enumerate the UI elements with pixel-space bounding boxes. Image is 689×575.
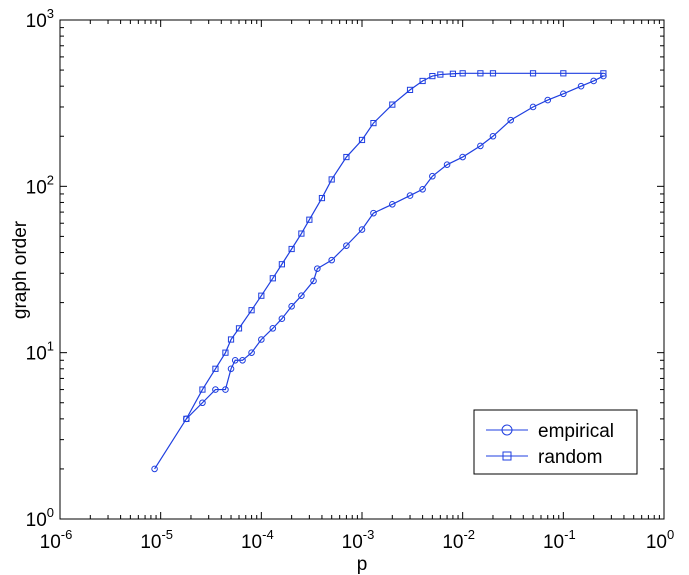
data-point-random [370,119,377,127]
data-point-random [306,216,313,223]
data-point-random [222,349,229,356]
data-point-empirical [310,277,317,285]
data-point-random [328,176,335,183]
data-point-empirical [212,386,219,393]
y-tick-label: 100 [26,505,54,531]
legend-box [473,409,638,475]
data-point-empirical [222,386,229,393]
data-point-empirical [560,90,567,98]
data-point-random [278,261,285,268]
data-point-random [358,136,366,144]
data-point-random [298,230,305,237]
data-point-empirical [429,172,436,180]
x-tick-label: 10-2 [442,527,475,553]
legend-marker-empirical [501,424,513,436]
data-point-empirical [278,315,286,323]
data-point-empirical [314,265,321,272]
axis-ticks [59,19,665,520]
data-point-empirical [298,292,305,300]
x-tick-label: 10-1 [543,527,576,553]
data-point-random [560,70,567,77]
data-point-empirical [248,349,255,356]
data-point-empirical [258,336,265,343]
data-point-random [406,86,414,93]
data-point-random [459,70,466,77]
data-point-random [343,153,350,161]
x-tick-label: 10-5 [140,527,173,553]
data-point-random [212,365,219,372]
data-point-empirical [370,209,377,217]
data-point-empirical [343,242,350,249]
data-point-random [389,101,396,108]
data-point-empirical [151,465,158,473]
data-point-empirical [231,356,239,364]
data-point-random [227,336,235,343]
y-tick-label: 101 [26,339,54,365]
x-tick-label: 10-6 [40,527,73,553]
data-point-empirical [529,103,537,111]
data-point-empirical [239,356,246,364]
data-point-empirical [406,192,414,199]
legend: empirical random [473,409,638,475]
y-tick-label: 103 [26,6,54,32]
data-point-random [269,275,276,282]
y-tick-labels: 100 101 102 103 [26,6,54,531]
data-point-random [600,70,607,77]
data-point-empirical [199,399,206,407]
data-point-empirical [328,256,335,264]
data-point-random [199,386,206,393]
data-point-random [288,245,295,253]
data-point-empirical [288,303,295,310]
x-tick-label: 10-4 [241,527,274,553]
data-point-empirical [577,82,585,90]
y-tick-label: 102 [26,172,54,198]
data-point-random [248,307,255,314]
data-point-random [183,415,190,422]
data-point-random [437,71,444,78]
data-point-random [489,70,497,77]
data-point-empirical [227,365,235,373]
data-point-empirical [269,325,277,332]
x-axis-label: p [357,554,368,575]
legend-label-empirical: empirical [538,421,614,442]
data-point-empirical [489,132,497,140]
data-point-empirical [443,161,451,168]
data-point-empirical [544,96,552,104]
data-point-random [477,70,484,77]
data-point-random [318,194,326,202]
data-point-empirical [477,142,484,150]
data-point-random [529,70,537,77]
series-layer [151,70,607,473]
legend-label-random: random [538,447,602,468]
x-tick-label: 100 [646,527,674,553]
data-point-random [258,292,265,299]
data-point-random [449,70,457,77]
data-point-empirical [389,200,396,208]
x-tick-labels: 10-6 10-5 10-4 10-3 10-2 10-1 100 [40,527,675,553]
data-point-empirical [358,226,366,233]
y-axis-label: graph order [10,220,31,319]
legend-marker-random [502,451,512,461]
data-point-empirical [419,185,426,193]
x-tick-label: 10-3 [342,527,375,553]
data-point-empirical [507,116,514,124]
data-point-random [235,325,243,332]
data-point-empirical [459,153,466,161]
data-point-random [419,77,426,85]
data-point-empirical [590,77,597,85]
data-point-random [429,72,436,80]
